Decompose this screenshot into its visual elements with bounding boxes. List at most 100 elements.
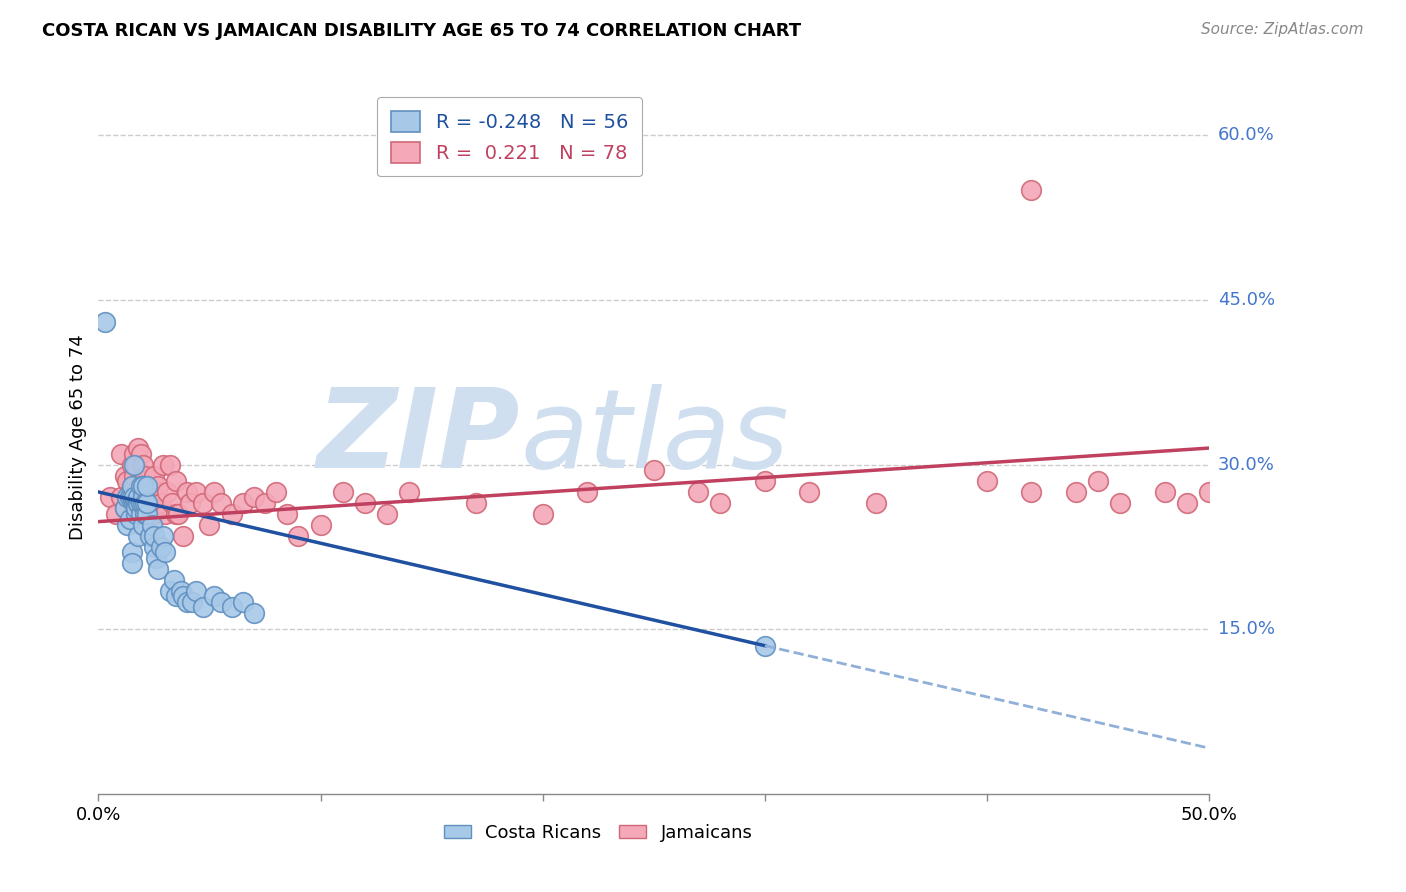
Point bbox=[643, 463, 665, 477]
Point bbox=[125, 507, 148, 521]
Point bbox=[121, 458, 143, 472]
Point bbox=[243, 491, 266, 505]
Point bbox=[1064, 485, 1087, 500]
Point bbox=[709, 496, 731, 510]
Point bbox=[1198, 485, 1220, 500]
Point bbox=[127, 491, 149, 505]
Text: 15.0%: 15.0% bbox=[1218, 620, 1275, 638]
Point bbox=[202, 589, 225, 603]
Point bbox=[138, 496, 160, 510]
Point bbox=[148, 562, 170, 576]
Y-axis label: Disability Age 65 to 74: Disability Age 65 to 74 bbox=[69, 334, 87, 540]
Point bbox=[145, 550, 167, 565]
Point bbox=[152, 529, 174, 543]
Text: Source: ZipAtlas.com: Source: ZipAtlas.com bbox=[1201, 22, 1364, 37]
Point bbox=[167, 507, 190, 521]
Point bbox=[186, 485, 208, 500]
Point bbox=[129, 479, 152, 493]
Point bbox=[129, 507, 152, 521]
Point bbox=[145, 485, 167, 500]
Point bbox=[132, 485, 155, 500]
Point bbox=[121, 491, 143, 505]
Point bbox=[127, 529, 149, 543]
Point bbox=[127, 441, 149, 455]
Point bbox=[122, 479, 145, 493]
Point bbox=[232, 496, 254, 510]
Text: atlas: atlas bbox=[520, 384, 789, 491]
Point bbox=[160, 496, 183, 510]
Point bbox=[136, 507, 159, 521]
Point bbox=[1087, 474, 1109, 488]
Point bbox=[141, 517, 163, 532]
Point bbox=[159, 583, 181, 598]
Point bbox=[754, 639, 776, 653]
Point bbox=[132, 491, 155, 505]
Text: COSTA RICAN VS JAMAICAN DISABILITY AGE 65 TO 74 CORRELATION CHART: COSTA RICAN VS JAMAICAN DISABILITY AGE 6… bbox=[42, 22, 801, 40]
Point bbox=[132, 479, 155, 493]
Point bbox=[134, 496, 156, 510]
Point bbox=[121, 479, 143, 493]
Point bbox=[688, 485, 710, 500]
Point bbox=[976, 474, 998, 488]
Text: 60.0%: 60.0% bbox=[1218, 126, 1275, 145]
Point bbox=[121, 545, 143, 559]
Point bbox=[125, 458, 148, 472]
Point bbox=[129, 496, 152, 510]
Text: ZIP: ZIP bbox=[316, 384, 520, 491]
Point bbox=[465, 496, 488, 510]
Point bbox=[152, 458, 174, 472]
Point bbox=[122, 468, 145, 483]
Point bbox=[209, 496, 232, 510]
Point bbox=[1175, 496, 1198, 510]
Point bbox=[129, 496, 152, 510]
Point bbox=[122, 491, 145, 505]
Point bbox=[576, 485, 599, 500]
Text: 45.0%: 45.0% bbox=[1218, 291, 1275, 309]
Point bbox=[202, 485, 225, 500]
Point bbox=[179, 496, 201, 510]
Point bbox=[1153, 485, 1175, 500]
Point bbox=[127, 496, 149, 510]
Point bbox=[127, 507, 149, 521]
Point bbox=[148, 479, 170, 493]
Point bbox=[191, 600, 214, 615]
Point bbox=[172, 589, 194, 603]
Point bbox=[865, 496, 887, 510]
Point bbox=[117, 517, 139, 532]
Point bbox=[209, 595, 232, 609]
Point bbox=[176, 595, 198, 609]
Point bbox=[176, 485, 198, 500]
Point bbox=[121, 557, 143, 571]
Legend: Costa Ricans, Jamaicans: Costa Ricans, Jamaicans bbox=[436, 817, 761, 849]
Point bbox=[94, 315, 117, 329]
Point bbox=[114, 501, 136, 516]
Point bbox=[110, 446, 132, 460]
Point bbox=[287, 529, 309, 543]
Point bbox=[122, 446, 145, 460]
Point bbox=[221, 600, 243, 615]
Point bbox=[191, 496, 214, 510]
Point bbox=[117, 491, 139, 505]
Point bbox=[138, 529, 160, 543]
Point bbox=[98, 491, 121, 505]
Point bbox=[143, 468, 166, 483]
Point bbox=[1109, 496, 1132, 510]
Point bbox=[243, 606, 266, 620]
Point bbox=[165, 589, 187, 603]
Point bbox=[149, 496, 172, 510]
Point bbox=[127, 496, 149, 510]
Point bbox=[114, 468, 136, 483]
Point bbox=[309, 517, 332, 532]
Point bbox=[276, 507, 298, 521]
Point bbox=[125, 496, 148, 510]
Point bbox=[354, 496, 377, 510]
Point bbox=[141, 485, 163, 500]
Point bbox=[221, 507, 243, 521]
Point bbox=[134, 468, 156, 483]
Point bbox=[180, 595, 202, 609]
Point bbox=[172, 529, 194, 543]
Point bbox=[143, 529, 166, 543]
Point bbox=[198, 517, 221, 532]
Point bbox=[253, 496, 276, 510]
Point bbox=[159, 458, 181, 472]
